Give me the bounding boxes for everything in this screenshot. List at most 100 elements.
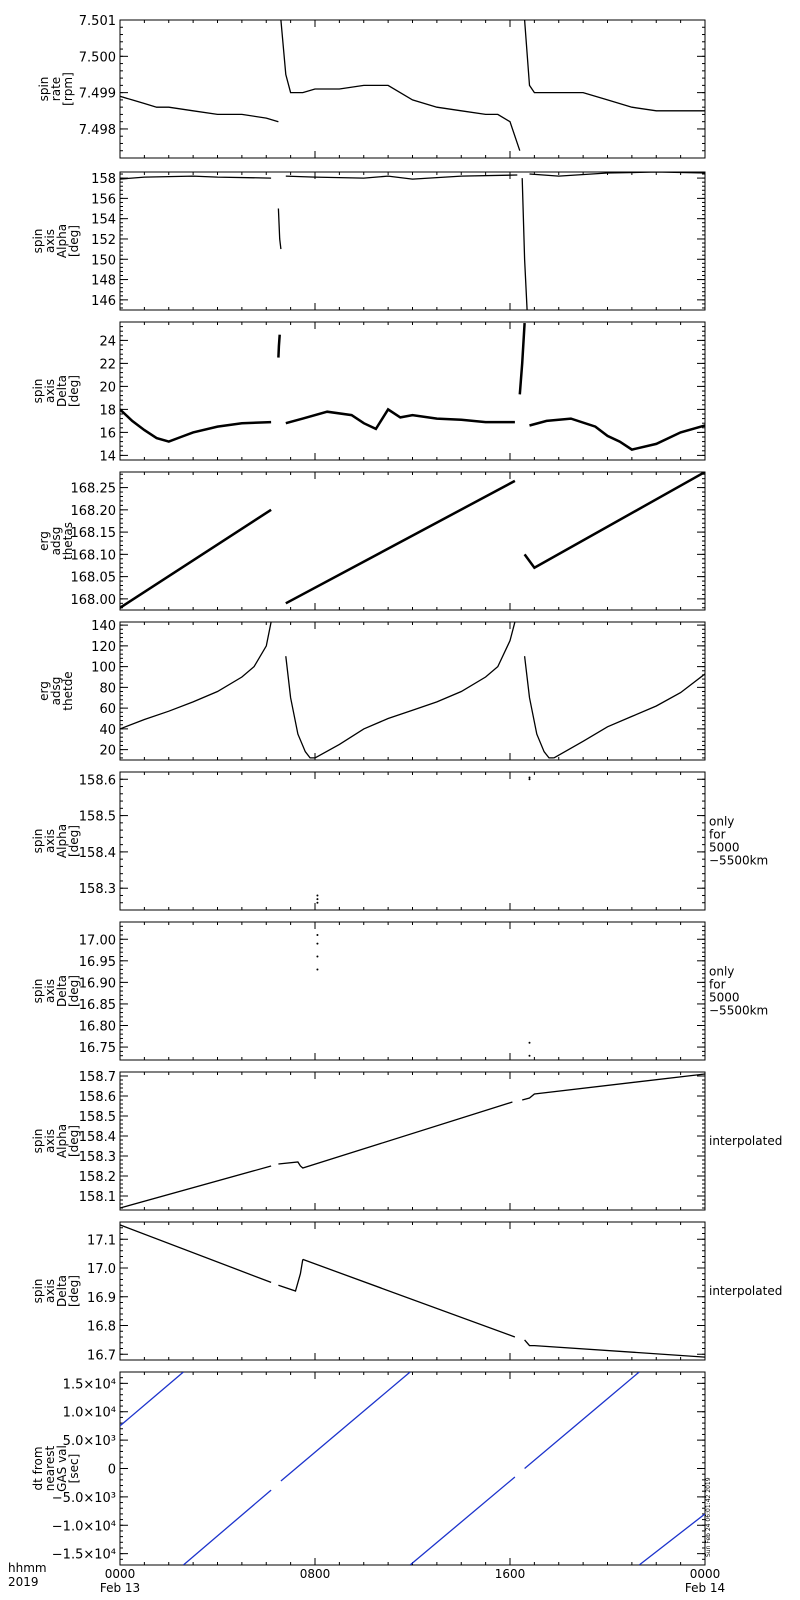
y-tick-label: 16.9 — [87, 1291, 116, 1306]
y-tick-label: 20 — [99, 744, 116, 759]
y-tick-label: 22 — [99, 357, 116, 372]
y-axis-label: Alpha — [55, 1124, 69, 1158]
y-axis-label: rate — [49, 77, 63, 101]
x-tick-label: 0800 — [300, 1567, 331, 1581]
data-point — [528, 778, 531, 781]
side-note: −5500km — [709, 1004, 768, 1018]
y-tick-label: 40 — [99, 723, 116, 738]
y-tick-label: −5.0×10³ — [52, 1491, 116, 1506]
y-tick-label: 1.5×10⁴ — [63, 1377, 116, 1392]
y-axis-label: [sec] — [67, 1454, 81, 1484]
y-axis-label: Alpha — [55, 224, 69, 258]
x-tick-label: 0000 — [105, 1567, 136, 1581]
y-axis-label: [deg] — [67, 375, 81, 407]
y-axis-label: spin — [31, 379, 45, 404]
data-point — [528, 1054, 531, 1057]
y-tick-label: 158.2 — [79, 1170, 116, 1185]
y-axis-label: Delta — [55, 1275, 69, 1307]
y-tick-label: 158.1 — [79, 1190, 116, 1205]
y-tick-label: 158.5 — [79, 1110, 116, 1125]
y-tick-label: 158.6 — [79, 1090, 116, 1105]
y-tick-label: 168.05 — [71, 571, 117, 586]
y-axis-label: adsg — [49, 527, 63, 556]
series-2-line — [278, 1259, 304, 1292]
y-tick-label: −1.0×10⁴ — [52, 1519, 116, 1534]
panel-frame — [119, 171, 706, 311]
panel-frame — [119, 1221, 706, 1361]
y-axis-label: axis — [43, 979, 57, 1003]
y-axis-label: [rpm] — [61, 72, 75, 106]
side-note: interpolated — [709, 1284, 782, 1298]
y-tick-label: 16.75 — [79, 1041, 116, 1056]
series-3-line — [302, 1258, 516, 1338]
side-note: for — [709, 978, 726, 992]
y-tick-label: 168.15 — [71, 526, 117, 541]
series-5-line — [529, 172, 705, 177]
data-point — [528, 1041, 531, 1044]
y-tick-label: 17.00 — [79, 933, 116, 948]
y-axis-label: spin — [31, 829, 45, 854]
data-point — [316, 933, 319, 936]
y-axis-label: [deg] — [67, 1125, 81, 1157]
side-note: for — [709, 828, 726, 842]
series-4-line — [523, 656, 554, 759]
series-2-line — [277, 208, 282, 250]
side-note: 5000 — [709, 841, 740, 855]
y-axis-label: spin — [31, 1279, 45, 1304]
y-axis-label: erg — [37, 531, 51, 551]
side-note: interpolated — [709, 1134, 782, 1148]
y-axis-label: [deg] — [67, 825, 81, 857]
y-axis-label: dt from — [31, 1446, 45, 1490]
y-axis-label: thetde — [61, 671, 75, 710]
y-tick-label: 7.498 — [79, 123, 116, 138]
series-2-line — [277, 334, 281, 358]
y-tick-label: 158.5 — [79, 810, 116, 825]
panel-frame — [119, 921, 706, 1061]
y-tick-label: 100 — [91, 661, 116, 676]
y-tick-label: 1.0×10⁴ — [63, 1406, 116, 1421]
y-axis-label: erg — [37, 681, 51, 701]
series-1-line — [120, 1224, 272, 1284]
y-axis-label: spin — [31, 979, 45, 1004]
y-tick-label: 148 — [91, 274, 116, 289]
panel-4: 168.00 168.05 168.10 168.15 168.20 168.25 erga… — [37, 471, 706, 611]
series-2-line — [280, 20, 521, 151]
y-tick-label: 18 — [99, 403, 116, 418]
x-tick-label: 0000 — [690, 1567, 721, 1581]
panel-frame — [119, 1071, 706, 1211]
series-6-line — [638, 1513, 705, 1565]
series-1-line — [120, 1165, 272, 1209]
y-axis-label: axis — [43, 1129, 57, 1153]
y-tick-label: 16 — [99, 426, 116, 441]
x-axis-header-hhmm: hhmm — [8, 1561, 47, 1575]
y-tick-label: 158.3 — [79, 1150, 116, 1165]
y-tick-label: 16.85 — [79, 998, 116, 1013]
y-tick-label: 158.6 — [79, 773, 116, 788]
y-axis-label: thetas — [61, 522, 75, 560]
y-tick-label: 168.00 — [71, 593, 117, 608]
y-tick-label: 158.3 — [79, 882, 116, 897]
series-5-line — [553, 673, 705, 759]
y-axis-label: [deg] — [67, 975, 81, 1007]
y-tick-label: 158 — [91, 172, 116, 187]
panel-10: −1.5×10⁴ −1.0×10⁴ −5.0×10³ 0 5.0×10³ 1.0×10⁴ 1… — [31, 1371, 712, 1566]
y-tick-label: 120 — [91, 640, 116, 655]
series-3-line — [523, 20, 705, 112]
data-point — [316, 898, 319, 901]
y-tick-label: 16.7 — [87, 1348, 116, 1363]
panel-frame — [119, 19, 706, 159]
series-5-line — [524, 1372, 640, 1469]
y-axis-label: spin — [31, 229, 45, 254]
y-tick-label: 17.0 — [87, 1262, 116, 1277]
y-tick-label: 7.501 — [79, 14, 116, 29]
y-axis-label: axis — [43, 829, 57, 853]
data-point — [528, 776, 531, 779]
series-2-line — [285, 479, 516, 605]
y-axis-label: spin — [37, 77, 51, 102]
y-axis-label: GAS val — [55, 1445, 69, 1492]
y-tick-label: 16.90 — [79, 976, 116, 991]
